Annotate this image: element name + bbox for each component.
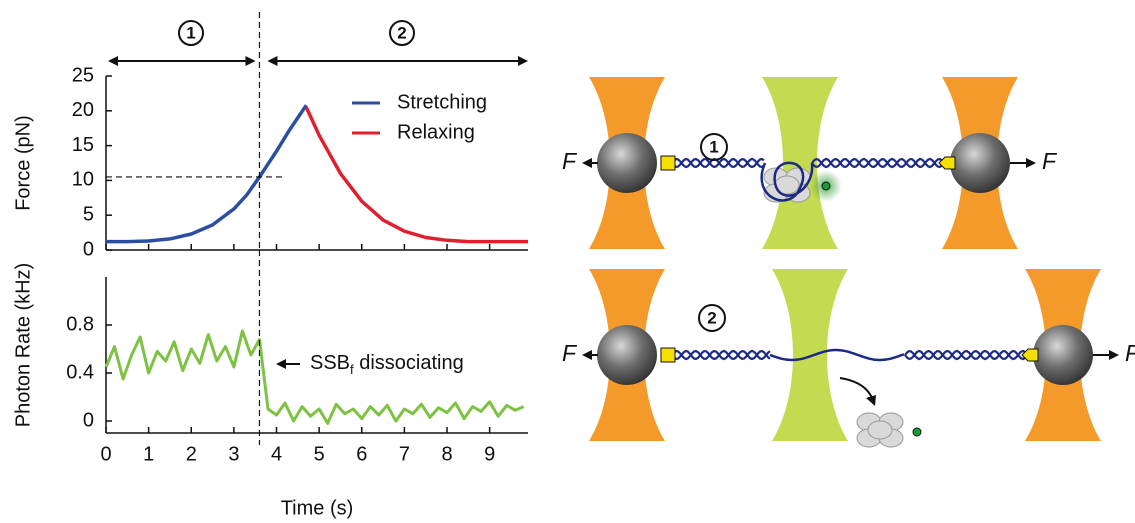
bead: [950, 133, 1010, 193]
laser-cone: [772, 269, 848, 441]
bead: [597, 325, 657, 385]
arrow-head: [518, 56, 528, 66]
ssb-subunit: [868, 421, 892, 439]
y-tick-label: 15: [72, 134, 94, 156]
annotation: SSBf dissociating: [310, 352, 464, 377]
force-label: F: [1042, 148, 1058, 174]
arrow-head: [582, 350, 592, 360]
legend-label: Relaxing: [397, 121, 475, 143]
arrow-head: [108, 56, 118, 66]
bead: [597, 133, 657, 193]
circled-label: 1: [186, 23, 195, 42]
arrow-head: [1026, 158, 1036, 168]
circled-label: 2: [397, 23, 406, 42]
force-label: F: [562, 148, 578, 174]
arrow-head: [1109, 350, 1119, 360]
y-tick-label: 0.4: [66, 361, 94, 383]
y-tick-label: 0: [83, 238, 94, 260]
y-axis-label: Force (pN): [12, 115, 34, 211]
handle: [661, 348, 675, 362]
annotation-rest: dissociating: [354, 352, 464, 374]
y-tick-label: 5: [83, 203, 94, 225]
y-axis-label: Photon Rate (kHz): [12, 263, 34, 428]
circled-label: 2: [707, 308, 716, 327]
dna-single: [770, 350, 904, 360]
x-tick-label: 0: [100, 443, 111, 465]
arrow-head: [276, 359, 286, 369]
x-tick-label: 6: [356, 443, 367, 465]
y-tick-label: 0: [83, 409, 94, 431]
bead: [1033, 325, 1093, 385]
x-tick-label: 2: [186, 443, 197, 465]
data-line: [106, 331, 524, 423]
x-tick-label: 8: [441, 443, 452, 465]
x-tick-label: 1: [143, 443, 154, 465]
y-tick-label: 20: [72, 99, 94, 121]
laser-cone: [762, 77, 838, 249]
handle: [661, 156, 675, 170]
x-tick-label: 7: [399, 443, 410, 465]
data-line: [106, 105, 306, 241]
y-tick-label: 25: [72, 64, 94, 86]
fluorophore: [913, 428, 921, 436]
x-tick-label: 9: [484, 443, 495, 465]
legend-label: Stretching: [397, 91, 487, 113]
arrow-head: [245, 56, 255, 66]
x-axis-label: Time (s): [281, 497, 354, 519]
figure: 0510152025Force (pN)StretchingRelaxing12…: [0, 0, 1135, 523]
arrow-head: [267, 56, 277, 66]
x-tick-label: 4: [271, 443, 282, 465]
fluorophore: [822, 182, 830, 190]
arrow-head: [582, 158, 592, 168]
y-tick-label: 0.8: [66, 313, 94, 335]
arrow-head: [866, 395, 876, 406]
force-label: F: [1125, 340, 1135, 366]
y-tick-label: 10: [72, 169, 94, 191]
force-label: F: [562, 340, 578, 366]
circled-label: 1: [709, 137, 718, 156]
release-arrow: [840, 378, 872, 398]
x-tick-label: 3: [228, 443, 239, 465]
annotation-main: SSB: [310, 352, 350, 374]
x-tick-label: 5: [314, 443, 325, 465]
